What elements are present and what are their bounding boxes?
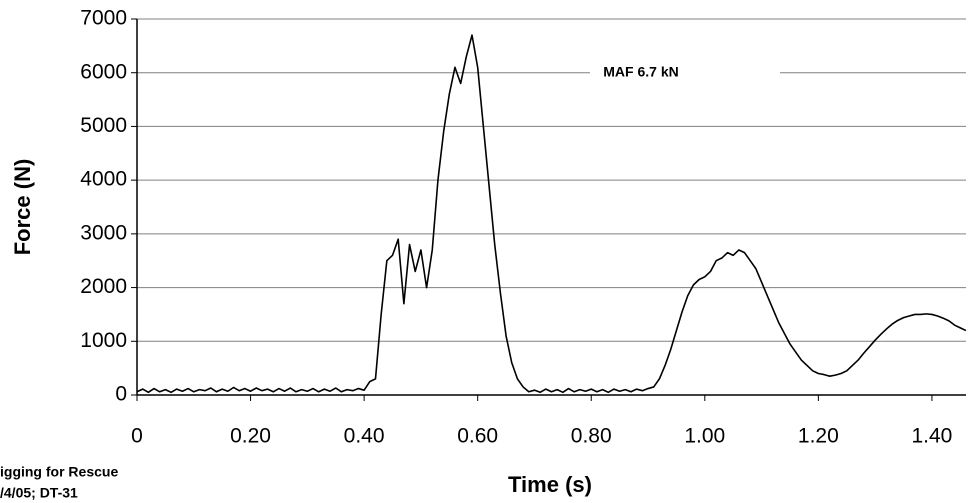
x-tick-label: 0.60 <box>457 425 498 448</box>
y-tick-label: 6000 <box>80 60 127 83</box>
x-tick-label: 1.00 <box>684 425 725 448</box>
y-tick-label: 7000 <box>80 7 127 30</box>
annotation: MAF 6.7 kN <box>603 64 678 80</box>
y-axis-title: Force (N) <box>10 159 35 256</box>
x-tick-label: 0.80 <box>571 425 612 448</box>
y-tick-label: 1000 <box>80 329 127 352</box>
note: /4/05; DT-31 <box>0 485 78 501</box>
y-tick-label: 2000 <box>80 275 127 298</box>
x-tick-label: 1.20 <box>798 425 839 448</box>
y-tick-label: 0 <box>115 383 127 406</box>
x-tick-label: 0.20 <box>230 425 271 448</box>
data-line <box>136 34 967 394</box>
note: igging for Rescue <box>0 464 118 480</box>
x-tick-label: 0 <box>131 425 143 448</box>
annotation-box <box>590 63 780 83</box>
y-tick-label: 3000 <box>80 221 127 244</box>
y-tick-label: 5000 <box>80 114 127 137</box>
x-tick-label: 0.40 <box>344 425 385 448</box>
x-tick-label: 1.40 <box>911 425 952 448</box>
y-tick-label: 4000 <box>80 168 127 191</box>
x-axis-title: Time (s) <box>508 472 592 497</box>
